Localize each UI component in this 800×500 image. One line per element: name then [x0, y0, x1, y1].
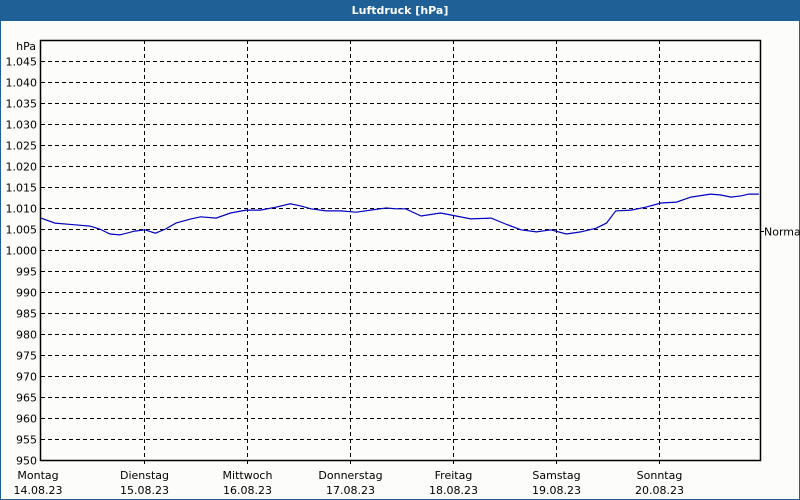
- y-tick-label: 965: [16, 392, 37, 405]
- x-tick-day: Mittwoch: [223, 469, 273, 482]
- grid-lines: [41, 40, 761, 464]
- x-tick-day: Dienstag: [120, 469, 169, 482]
- x-axis-labels: Montag 14.08.23 Dienstag 15.08.23 Mittwoch 16…: [14, 469, 684, 497]
- x-tick-day: Freitag: [435, 469, 473, 482]
- x-tick-day: Samstag: [532, 469, 580, 482]
- y-tick-label: 970: [16, 371, 37, 384]
- y-tick-label: 1.020: [6, 161, 38, 174]
- y-axis-unit: hPa: [16, 40, 36, 53]
- plot-area: [39, 39, 762, 462]
- y-tick-label: 955: [16, 434, 37, 447]
- y-tick-label: 980: [16, 329, 37, 342]
- y-axis-labels: 1.045 1.040 1.035 1.030 1.025 1.020 1.015 1.010…: [6, 56, 38, 468]
- x-tick-date: 17.08.23: [326, 484, 375, 497]
- y-tick-label: 1.025: [6, 140, 38, 153]
- y-tick-label: 985: [16, 308, 37, 321]
- pressure-series-line: [40, 193, 759, 236]
- x-tick-date: 16.08.23: [223, 484, 272, 497]
- x-tick-date: 20.08.23: [635, 484, 684, 497]
- y-tick-label: 975: [16, 350, 37, 363]
- y-tick-label: 1.040: [6, 77, 38, 90]
- x-tick-date: 15.08.23: [120, 484, 169, 497]
- x-tick-date: 14.08.23: [14, 484, 63, 497]
- y-tick-label: 1.000: [6, 245, 38, 258]
- normal-reference: Normal: [761, 226, 800, 239]
- y-tick-label: 990: [16, 287, 37, 300]
- y-tick-label: 1.005: [6, 224, 38, 237]
- x-tick-day: Donnerstag: [318, 469, 382, 482]
- normal-label: Normal: [764, 226, 800, 239]
- x-tick-day: Sonntag: [637, 469, 683, 482]
- y-tick-label: 1.030: [6, 119, 38, 132]
- y-tick-label: 1.035: [6, 98, 38, 111]
- x-tick-date: 19.08.23: [532, 484, 581, 497]
- y-tick-label: 1.045: [6, 56, 38, 69]
- x-tick-day: Montag: [17, 469, 58, 482]
- chart-title: Luftdruck [hPa]: [0, 0, 800, 21]
- x-tick-date: 18.08.23: [429, 484, 478, 497]
- y-tick-label: 960: [16, 413, 37, 426]
- y-tick-label: 1.015: [6, 182, 38, 195]
- y-tick-label: 950: [16, 455, 37, 468]
- y-tick-label: 1.010: [6, 203, 38, 216]
- y-tick-label: 995: [16, 266, 37, 279]
